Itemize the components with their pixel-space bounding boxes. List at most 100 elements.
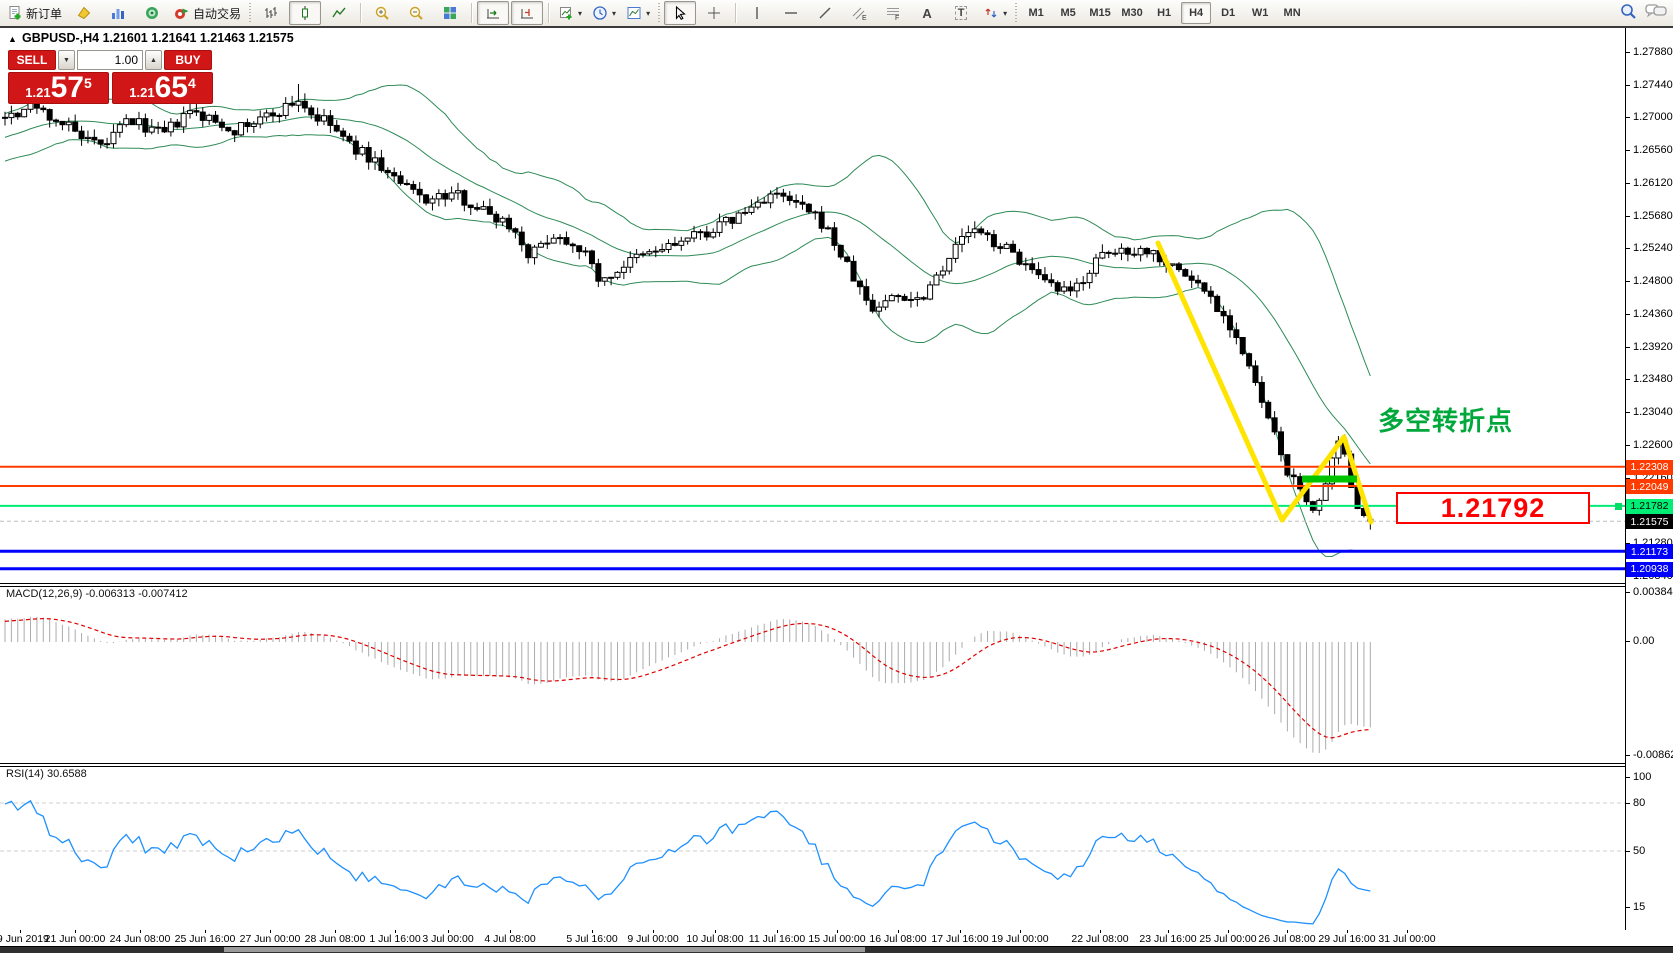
fibonacci-button[interactable]: F [877, 1, 909, 25]
bar-chart-icon [263, 5, 279, 21]
time-tick [960, 930, 961, 933]
tile-windows-button[interactable] [434, 1, 466, 25]
level-lines[interactable] [0, 465, 1625, 571]
volume-decrease-button[interactable]: ▼ [58, 50, 75, 70]
price-tick [1626, 248, 1630, 250]
price-annotation-box[interactable]: 1.21792 [1396, 492, 1590, 524]
buy-price-big: 65 [154, 71, 188, 104]
sell-button[interactable]: SELL [8, 50, 56, 70]
template-icon [626, 5, 642, 21]
horizontal-line-button[interactable] [775, 1, 807, 25]
bar-chart-button[interactable] [255, 1, 287, 25]
price-tick-label: 1.22600 [1633, 438, 1673, 451]
sell-price-big: 57 [50, 71, 84, 104]
chart-shift-icon [519, 5, 535, 21]
timeframe-button-MN[interactable]: MN [1283, 7, 1301, 19]
timeframe-button-M15[interactable]: M15 [1089, 7, 1111, 19]
price-tick-label: 1.23040 [1633, 406, 1673, 419]
price-tick [1626, 412, 1630, 414]
price-tick [1626, 281, 1630, 283]
rsi-axis-label: 80 [1633, 797, 1646, 809]
volume-increase-button[interactable]: ▲ [145, 50, 162, 70]
template-dropdown[interactable]: ▾ [622, 1, 654, 25]
chart-shift-button[interactable] [511, 1, 544, 25]
autotrading-button[interactable]: 自动交易 [170, 1, 245, 25]
zoom-out-button[interactable] [400, 1, 432, 25]
buy-price-display[interactable]: 1.21 65 4 [112, 72, 213, 104]
price-axis[interactable]: 1.27880 1.27440 1.27000 1.26560 1.26120 1.256… [1625, 28, 1673, 930]
panel-separator[interactable] [0, 763, 1673, 764]
period-dropdown[interactable]: ▾ [588, 1, 620, 25]
candlestick-chart-button[interactable] [289, 1, 322, 25]
time-tick-label: 9 Jul 00:00 [627, 933, 679, 945]
price-chart[interactable] [0, 28, 1625, 584]
time-tick-label: 17 Jul 16:00 [931, 933, 989, 945]
toolbar-separator [471, 3, 473, 23]
new-chart-icon [558, 5, 574, 21]
time-tick [448, 930, 449, 933]
buy-button[interactable]: BUY [164, 50, 212, 70]
price-tick-label: 1.23480 [1633, 373, 1673, 386]
timeframe-button-D1[interactable]: D1 [1221, 7, 1236, 19]
pivot-annotation-text[interactable]: 多空转折点 [1378, 406, 1514, 436]
text-button[interactable]: A [911, 1, 943, 25]
chat-icon[interactable] [1645, 2, 1667, 20]
timeframe-button-W1[interactable]: W1 [1251, 7, 1269, 19]
rsi-axis-tick [1626, 851, 1630, 852]
macd-panel[interactable] [0, 587, 1625, 763]
timeframe-button-M1[interactable]: M1 [1028, 7, 1044, 19]
rsi-panel[interactable] [0, 767, 1625, 930]
scrollbar-thumb[interactable] [224, 947, 865, 952]
line-chart-button[interactable] [323, 1, 355, 25]
macd-label: MACD(12,26,9) -0.006313 -0.007412 [6, 588, 188, 600]
panel-separator[interactable] [0, 586, 1673, 587]
level-marker-square[interactable] [1615, 503, 1622, 510]
timeframe-button-M5[interactable]: M5 [1060, 7, 1076, 19]
price-tick-label: 1.27440 [1633, 78, 1673, 91]
buy-price-sup: 4 [187, 75, 196, 91]
alerts-button[interactable] [136, 1, 168, 25]
time-tick [1347, 930, 1348, 933]
trendline-icon [817, 5, 833, 21]
panel-separator[interactable] [0, 583, 1673, 584]
sell-price-display[interactable]: 1.21 57 5 [8, 72, 109, 104]
time-tick-label: 11 Jul 16:00 [748, 933, 806, 945]
price-level-chip: 1.22308 [1626, 459, 1673, 475]
bollinger-bands[interactable] [4, 84, 1371, 558]
time-tick-label: 28 Jun 08:00 [304, 933, 366, 945]
time-tick-label: 16 Jul 08:00 [869, 933, 927, 945]
toolbar-separator [548, 3, 550, 23]
equidistant-channel-button[interactable]: E [843, 1, 875, 25]
styler-button[interactable] [68, 1, 100, 25]
fibonacci-icon: F [885, 5, 901, 21]
text-label-button[interactable]: T [945, 1, 977, 25]
crosshair-button[interactable] [698, 1, 730, 25]
new-order-button[interactable]: 新订单 [3, 1, 66, 25]
timeframe-button-H4[interactable]: H4 [1181, 2, 1212, 24]
timeframe-button-M30[interactable]: M30 [1121, 7, 1143, 19]
new-chart-dropdown[interactable]: ▾ [554, 1, 586, 25]
search-icon[interactable] [1619, 2, 1637, 20]
time-tick-label: 22 Jul 08:00 [1071, 933, 1129, 945]
price-tick [1626, 477, 1630, 479]
strategy-tester-button[interactable] [102, 1, 134, 25]
auto-scroll-button[interactable] [477, 1, 510, 25]
vertical-line-button[interactable] [741, 1, 773, 25]
candles-layer[interactable] [2, 84, 1374, 530]
cursor-button[interactable] [664, 1, 697, 25]
trendline-button[interactable] [809, 1, 841, 25]
price-tick [1626, 543, 1630, 545]
collapse-arrow-icon[interactable]: ▲ [8, 34, 17, 44]
arrows-dropdown[interactable]: ▾ [979, 1, 1011, 25]
volume-input[interactable] [77, 50, 143, 70]
svg-text:F: F [895, 15, 899, 21]
time-tick-label: 4 Jul 08:00 [484, 933, 536, 945]
dropdown-arrow-icon: ▾ [1003, 8, 1008, 18]
main-toolbar: 新订单 自动交易 ▾ ▾ ▾ E F A T ▾ [0, 0, 1673, 26]
price-tick [1626, 52, 1630, 53]
time-tick-label: 3 Jul 00:00 [422, 933, 474, 945]
panel-separator[interactable] [0, 766, 1673, 767]
zoom-in-button[interactable] [366, 1, 398, 25]
timeframe-button-H1[interactable]: H1 [1157, 7, 1172, 19]
